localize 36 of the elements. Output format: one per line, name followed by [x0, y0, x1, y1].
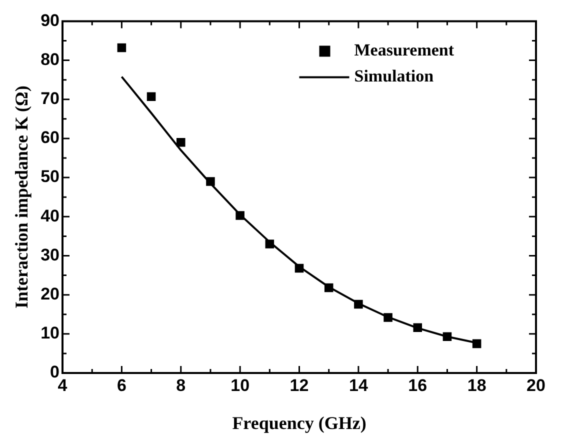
- point: [442, 332, 452, 342]
- legend-label: Measurement: [354, 40, 454, 60]
- y-tick-label: 70: [40, 89, 60, 108]
- point: [206, 177, 215, 186]
- y-axis-title: Interaction impedance K (Ω): [11, 86, 32, 309]
- x-tick-label: 20: [526, 376, 546, 395]
- y-tick-label: 60: [40, 128, 60, 148]
- point: [294, 264, 304, 273]
- x-tick-label: 4: [58, 376, 68, 395]
- y-tick-label: 80: [40, 50, 60, 69]
- y-tick-label: 90: [40, 10, 60, 30]
- point: [176, 138, 186, 147]
- x-tick-label: 14: [348, 376, 368, 395]
- x-tick-label: 12: [290, 376, 309, 395]
- point: [384, 313, 392, 322]
- y-tick-label: 30: [40, 245, 60, 264]
- point: [472, 339, 482, 348]
- y-tick-label: 40: [40, 206, 60, 226]
- point: [354, 300, 363, 309]
- x-tick-label: 18: [467, 376, 486, 395]
- x-tick-label: 10: [230, 376, 250, 395]
- y-tick-label: 20: [40, 284, 60, 304]
- point: [117, 43, 126, 52]
- x-tick-label: 16: [408, 376, 428, 395]
- y-tick-label: 50: [40, 167, 60, 186]
- point: [146, 92, 156, 102]
- point: [236, 211, 244, 220]
- x-tick-label: 6: [116, 376, 126, 395]
- point: [413, 323, 422, 332]
- x-axis-title: Frequency (GHz): [232, 412, 366, 433]
- x-tick-label: 8: [176, 376, 186, 395]
- point: [265, 240, 274, 248]
- legend-label: Simulation: [354, 66, 434, 86]
- y-tick-label: 0: [50, 362, 60, 382]
- point: [324, 283, 334, 292]
- y-tick-label: 10: [40, 324, 60, 343]
